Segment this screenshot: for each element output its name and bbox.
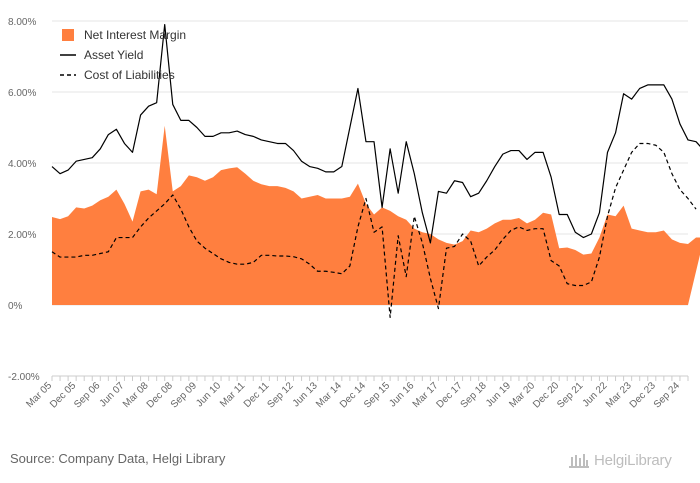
x-tick-label: Sep 15 <box>362 380 392 410</box>
x-tick-label: Dec 08 <box>145 380 175 410</box>
y-tick-label: -2.00% <box>8 372 40 383</box>
line-layer <box>51 23 700 319</box>
source-note: Source: Company Data, Helgi Library <box>10 451 226 466</box>
cost-of-liabilities-line <box>51 142 697 319</box>
legend-swatch-net-interest-margin <box>62 29 74 41</box>
x-tick-label: Sep 09 <box>169 380 199 410</box>
y-tick-label: 4.00% <box>8 159 36 170</box>
library-icon <box>569 454 589 468</box>
asset-yield-line <box>51 23 700 244</box>
helgi-library-logo: HelgiLibrary <box>568 449 672 471</box>
area-layer <box>52 125 700 305</box>
x-tick-label: Dec 17 <box>435 380 465 410</box>
net-interest-margin-area <box>52 125 700 305</box>
y-axis: -2.00% 0% 2.00% 4.00% 6.00% 8.00% <box>8 17 40 383</box>
y-tick-label: 0% <box>8 301 23 312</box>
x-tick-label: Sep 24 <box>652 380 682 410</box>
legend-label-net-interest-margin: Net Interest Margin <box>84 28 186 42</box>
x-tick-label: Sep 18 <box>459 380 489 410</box>
y-tick-label: 8.00% <box>8 17 36 28</box>
x-tick-label: Dec 05 <box>48 380 78 410</box>
y-tick-label: 6.00% <box>8 88 36 99</box>
x-tick-label: Mar 11 <box>218 380 248 410</box>
y-tick-label: 2.00% <box>8 230 36 241</box>
legend: Net Interest Margin Asset Yield Cost of Li… <box>60 28 186 82</box>
x-tick-label: Dec 23 <box>628 380 658 410</box>
logo-text: HelgiLibrary <box>594 451 672 469</box>
x-tick-label: Dec 20 <box>531 380 561 410</box>
x-tick-label: Sep 21 <box>555 380 585 410</box>
x-tick-label: Sep 12 <box>265 380 295 410</box>
x-tick-label: Jun 10 <box>194 380 223 409</box>
x-tick-label: Sep 06 <box>72 380 102 410</box>
legend-label-asset-yield: Asset Yield <box>84 48 143 62</box>
legend-label-cost-of-liabilities: Cost of Liabilities <box>84 68 175 82</box>
x-tick-label: Dec 14 <box>338 380 368 410</box>
